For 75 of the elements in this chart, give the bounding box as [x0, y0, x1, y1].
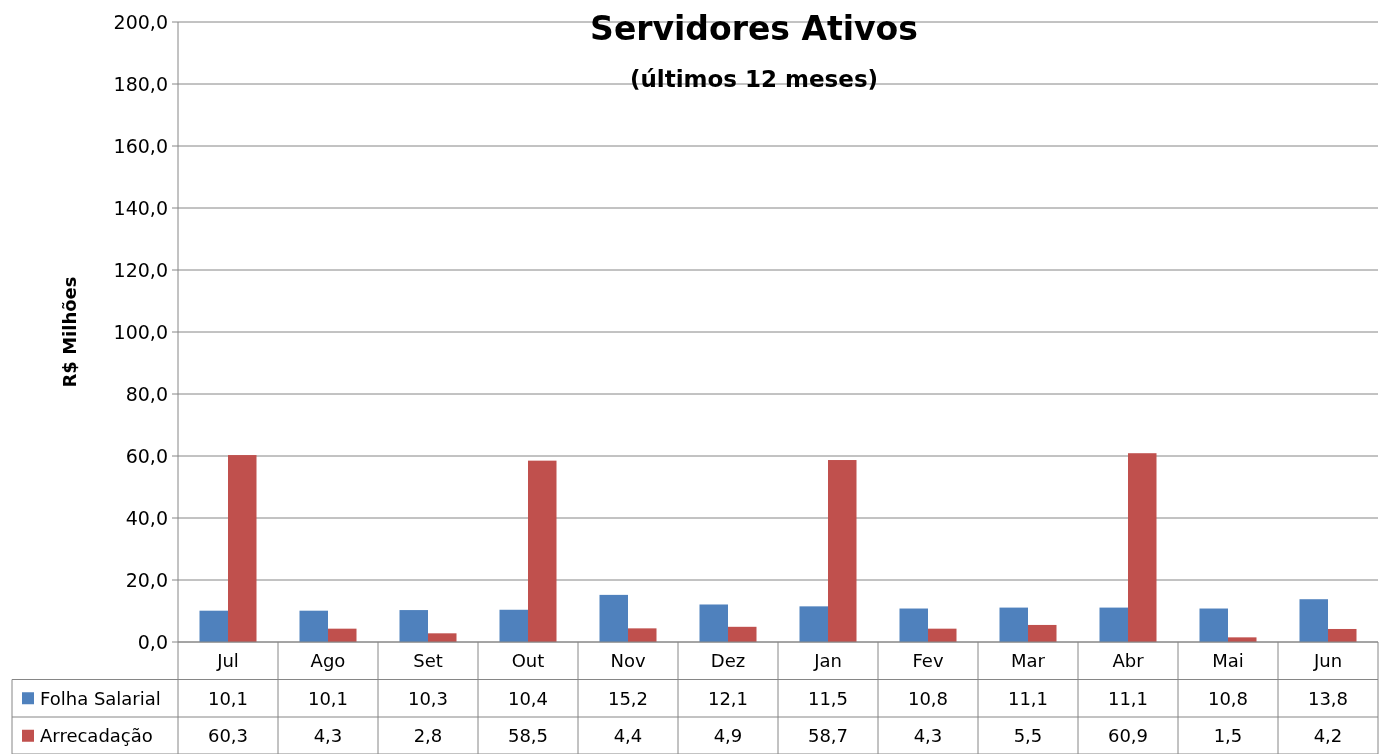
- x-tick-label: Out: [511, 650, 545, 672]
- data-label: 4,9: [713, 725, 743, 747]
- data-label: 10,1: [307, 687, 349, 709]
- x-tick-label: Abr: [1112, 650, 1145, 672]
- data-label: 13,8: [1307, 687, 1349, 709]
- x-tick-label: Nov: [610, 650, 646, 672]
- data-label: 10,1: [207, 687, 249, 709]
- bar: [728, 626, 757, 642]
- y-tick-label: 80,0: [125, 382, 168, 405]
- text: (últimos 12 meses): [629, 66, 879, 92]
- data-label: 60,9: [1107, 725, 1149, 747]
- bar: [1199, 608, 1228, 642]
- y-tick-label: 120,0: [113, 258, 168, 281]
- x-tick-label: Dez: [710, 650, 746, 672]
- data-label: 4,3: [913, 725, 943, 747]
- x-tick-label: Fev: [912, 650, 944, 672]
- bar: [628, 628, 657, 642]
- bar: [1128, 453, 1157, 642]
- bar: [799, 606, 828, 642]
- y-axis-title: R$ Milhões: [59, 276, 80, 388]
- data-label: 11,1: [1107, 687, 1149, 709]
- x-tick-label: Mai: [1212, 650, 1244, 672]
- bar: [1099, 607, 1128, 642]
- y-tick-label: 100,0: [113, 320, 168, 343]
- bar: [1028, 624, 1057, 642]
- bar: [1299, 599, 1328, 642]
- bar: [428, 633, 457, 642]
- legend-label: Folha Salarial: [40, 687, 161, 709]
- legend-label: Arrecadação: [40, 725, 153, 747]
- data-label: 10,3: [407, 687, 449, 709]
- data-label: 58,5: [507, 725, 549, 747]
- x-tick-label: Jan: [813, 650, 842, 672]
- bar: [999, 607, 1028, 642]
- data-label: 11,1: [1007, 687, 1049, 709]
- data-label: 4,4: [613, 725, 643, 747]
- bar: [299, 610, 328, 642]
- y-tick-label: 140,0: [113, 196, 168, 219]
- y-tick-label: 200,0: [113, 10, 168, 33]
- bar: [528, 460, 557, 642]
- y-tick-label: 180,0: [113, 72, 168, 95]
- y-tick-label: 160,0: [113, 134, 168, 157]
- x-tick-label: Ago: [310, 650, 346, 672]
- data-label: 1,5: [1213, 725, 1243, 747]
- data-label: 58,7: [807, 725, 849, 747]
- data-label: 4,2: [1313, 725, 1343, 747]
- y-tick-label: 0,0: [137, 630, 168, 653]
- data-label: 5,5: [1013, 725, 1043, 747]
- y-tick-label: 40,0: [125, 506, 168, 529]
- bar: [828, 460, 857, 642]
- y-tick-label: 20,0: [125, 568, 168, 591]
- bar: [228, 455, 257, 642]
- x-tick-label: Jun: [1312, 650, 1343, 672]
- bar: [899, 608, 928, 642]
- data-label: 60,3: [207, 725, 249, 747]
- x-tick-label: Mar: [1011, 650, 1046, 672]
- y-tick-label: 60,0: [125, 444, 168, 467]
- data-label: 15,2: [607, 687, 649, 709]
- bar: [199, 610, 228, 642]
- data-label: 2,8: [413, 725, 443, 747]
- chart-title: Servidores Ativos: [590, 9, 918, 48]
- data-label: 10,4: [507, 687, 549, 709]
- bar: [399, 610, 428, 642]
- bar: [928, 628, 957, 642]
- data-label: 12,1: [707, 687, 749, 709]
- bar: [499, 609, 528, 642]
- bar: [328, 628, 357, 642]
- bar: [599, 594, 628, 642]
- data-label: 4,3: [313, 725, 343, 747]
- bar: [1328, 628, 1357, 642]
- x-tick-label: Set: [413, 650, 443, 672]
- x-tick-label: Jul: [216, 650, 239, 672]
- data-label: 10,8: [907, 687, 949, 709]
- bar: [699, 604, 728, 642]
- data-label: 10,8: [1207, 687, 1249, 709]
- data-label: 11,5: [807, 687, 849, 709]
